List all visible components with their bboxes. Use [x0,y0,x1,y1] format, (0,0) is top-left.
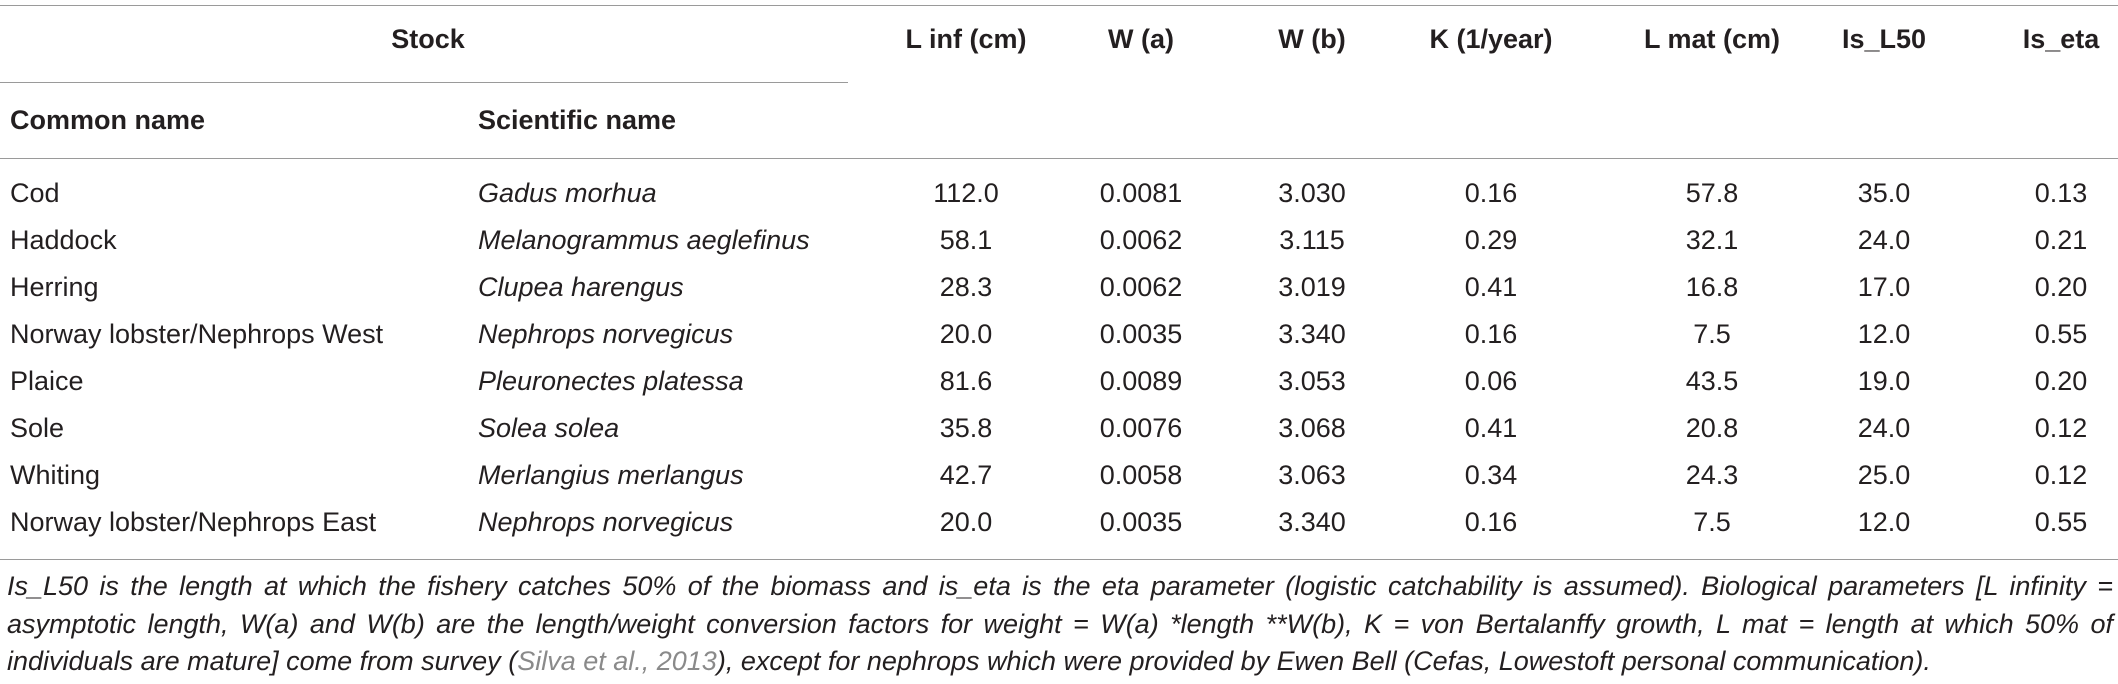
value-cell: 0.20 [2034,366,2088,396]
column-header: W (a) [1108,24,1174,54]
value-cell: 3.115 [1279,225,1345,255]
value-cell: 7.5 [1693,319,1731,349]
scientific-name-header: Scientific name [478,105,677,135]
value-cell: 3.340 [1278,507,1346,537]
value-cell: 0.34 [1464,460,1518,490]
common-name-cell: Haddock [10,225,117,255]
value-cell: 3.068 [1278,413,1346,443]
value-cell: 0.29 [1464,225,1518,255]
value-cell: 0.16 [1464,507,1518,537]
stock-group-rule [0,82,848,83]
common-name-cell: Sole [10,413,65,443]
table-top-rule [0,5,2118,6]
value-cell: 0.12 [2034,460,2088,490]
value-cell: 81.6 [939,366,993,396]
value-cell: 3.340 [1278,319,1346,349]
value-cell: 20.0 [939,319,993,349]
value-cell: 12.0 [1857,319,1911,349]
value-cell: 0.16 [1464,319,1518,349]
value-cell: 42.7 [939,460,993,490]
value-cell: 0.16 [1464,178,1518,208]
header-bottom-rule [0,158,2118,159]
value-cell: 0.12 [2034,413,2088,443]
common-name-cell: Cod [10,178,60,208]
value-cell: 0.41 [1464,272,1518,302]
column-header: Is_eta [2022,24,2100,54]
footnote-text-end: ), except for nephrops which were provid… [716,646,1931,676]
value-cell: 12.0 [1857,507,1911,537]
value-cell: 0.41 [1464,413,1518,443]
column-header: Is_L50 [1841,24,1927,54]
value-cell: 24.0 [1857,413,1911,443]
citation-link[interactable]: Silva et al., 2013 [517,646,717,676]
value-cell: 0.0076 [1099,413,1183,443]
value-cell: 58.1 [939,225,993,255]
footnote-text: Is_L50 is the length at which the fisher… [7,571,2113,676]
value-cell: 0.0062 [1099,225,1183,255]
value-cell: 0.20 [2034,272,2088,302]
scientific-name-cell: Nephrops norvegicus [478,319,734,349]
stock-group-header: Stock [391,24,465,54]
column-header: L inf (cm) [905,24,1027,54]
scientific-name-cell: Clupea harengus [478,272,684,302]
value-cell: 7.5 [1693,507,1731,537]
common-name-cell: Whiting [10,460,101,490]
value-cell: 35.0 [1857,178,1911,208]
value-cell: 20.0 [939,507,993,537]
scientific-name-cell: Solea solea [478,413,620,443]
value-cell: 19.0 [1857,366,1911,396]
value-cell: 3.063 [1278,460,1346,490]
value-cell: 112.0 [933,178,999,208]
scientific-name-cell: Gadus morhua [478,178,657,208]
scientific-name-cell: Nephrops norvegicus [478,507,734,537]
value-cell: 0.0058 [1099,460,1183,490]
column-header: K (1/year) [1429,24,1553,54]
value-cell: 3.019 [1278,272,1346,302]
value-cell: 43.5 [1685,366,1739,396]
value-cell: 0.55 [2034,507,2088,537]
common-name-cell: Plaice [10,366,84,396]
table-footnote: Is_L50 is the length at which the fisher… [7,568,2113,681]
table-bottom-rule [0,559,2118,560]
value-cell: 32.1 [1685,225,1739,255]
value-cell: 25.0 [1857,460,1911,490]
column-header: L mat (cm) [1643,24,1781,54]
value-cell: 24.0 [1857,225,1911,255]
common-name-cell: Norway lobster/Nephrops East [10,507,377,537]
value-cell: 0.0089 [1099,366,1183,396]
value-cell: 3.030 [1278,178,1346,208]
scientific-name-cell: Melanogrammus aeglefinus [478,225,810,255]
common-name-header: Common name [10,105,206,135]
value-cell: 0.0035 [1099,507,1183,537]
value-cell: 20.8 [1685,413,1739,443]
value-cell: 3.053 [1278,366,1346,396]
value-cell: 0.0081 [1099,178,1183,208]
value-cell: 0.0035 [1099,319,1183,349]
scientific-name-cell: Merlangius merlangus [478,460,744,490]
value-cell: 0.06 [1464,366,1518,396]
value-cell: 0.21 [2034,225,2088,255]
value-cell: 17.0 [1857,272,1911,302]
value-cell: 16.8 [1685,272,1739,302]
column-header: W (b) [1278,24,1346,54]
value-cell: 28.3 [939,272,993,302]
value-cell: 35.8 [939,413,993,443]
common-name-cell: Herring [10,272,99,302]
common-name-cell: Norway lobster/Nephrops West [10,319,384,349]
scientific-name-cell: Pleuronectes platessa [478,366,744,396]
value-cell: 24.3 [1685,460,1739,490]
value-cell: 0.13 [2034,178,2088,208]
value-cell: 0.55 [2034,319,2088,349]
value-cell: 57.8 [1685,178,1739,208]
value-cell: 0.0062 [1099,272,1183,302]
